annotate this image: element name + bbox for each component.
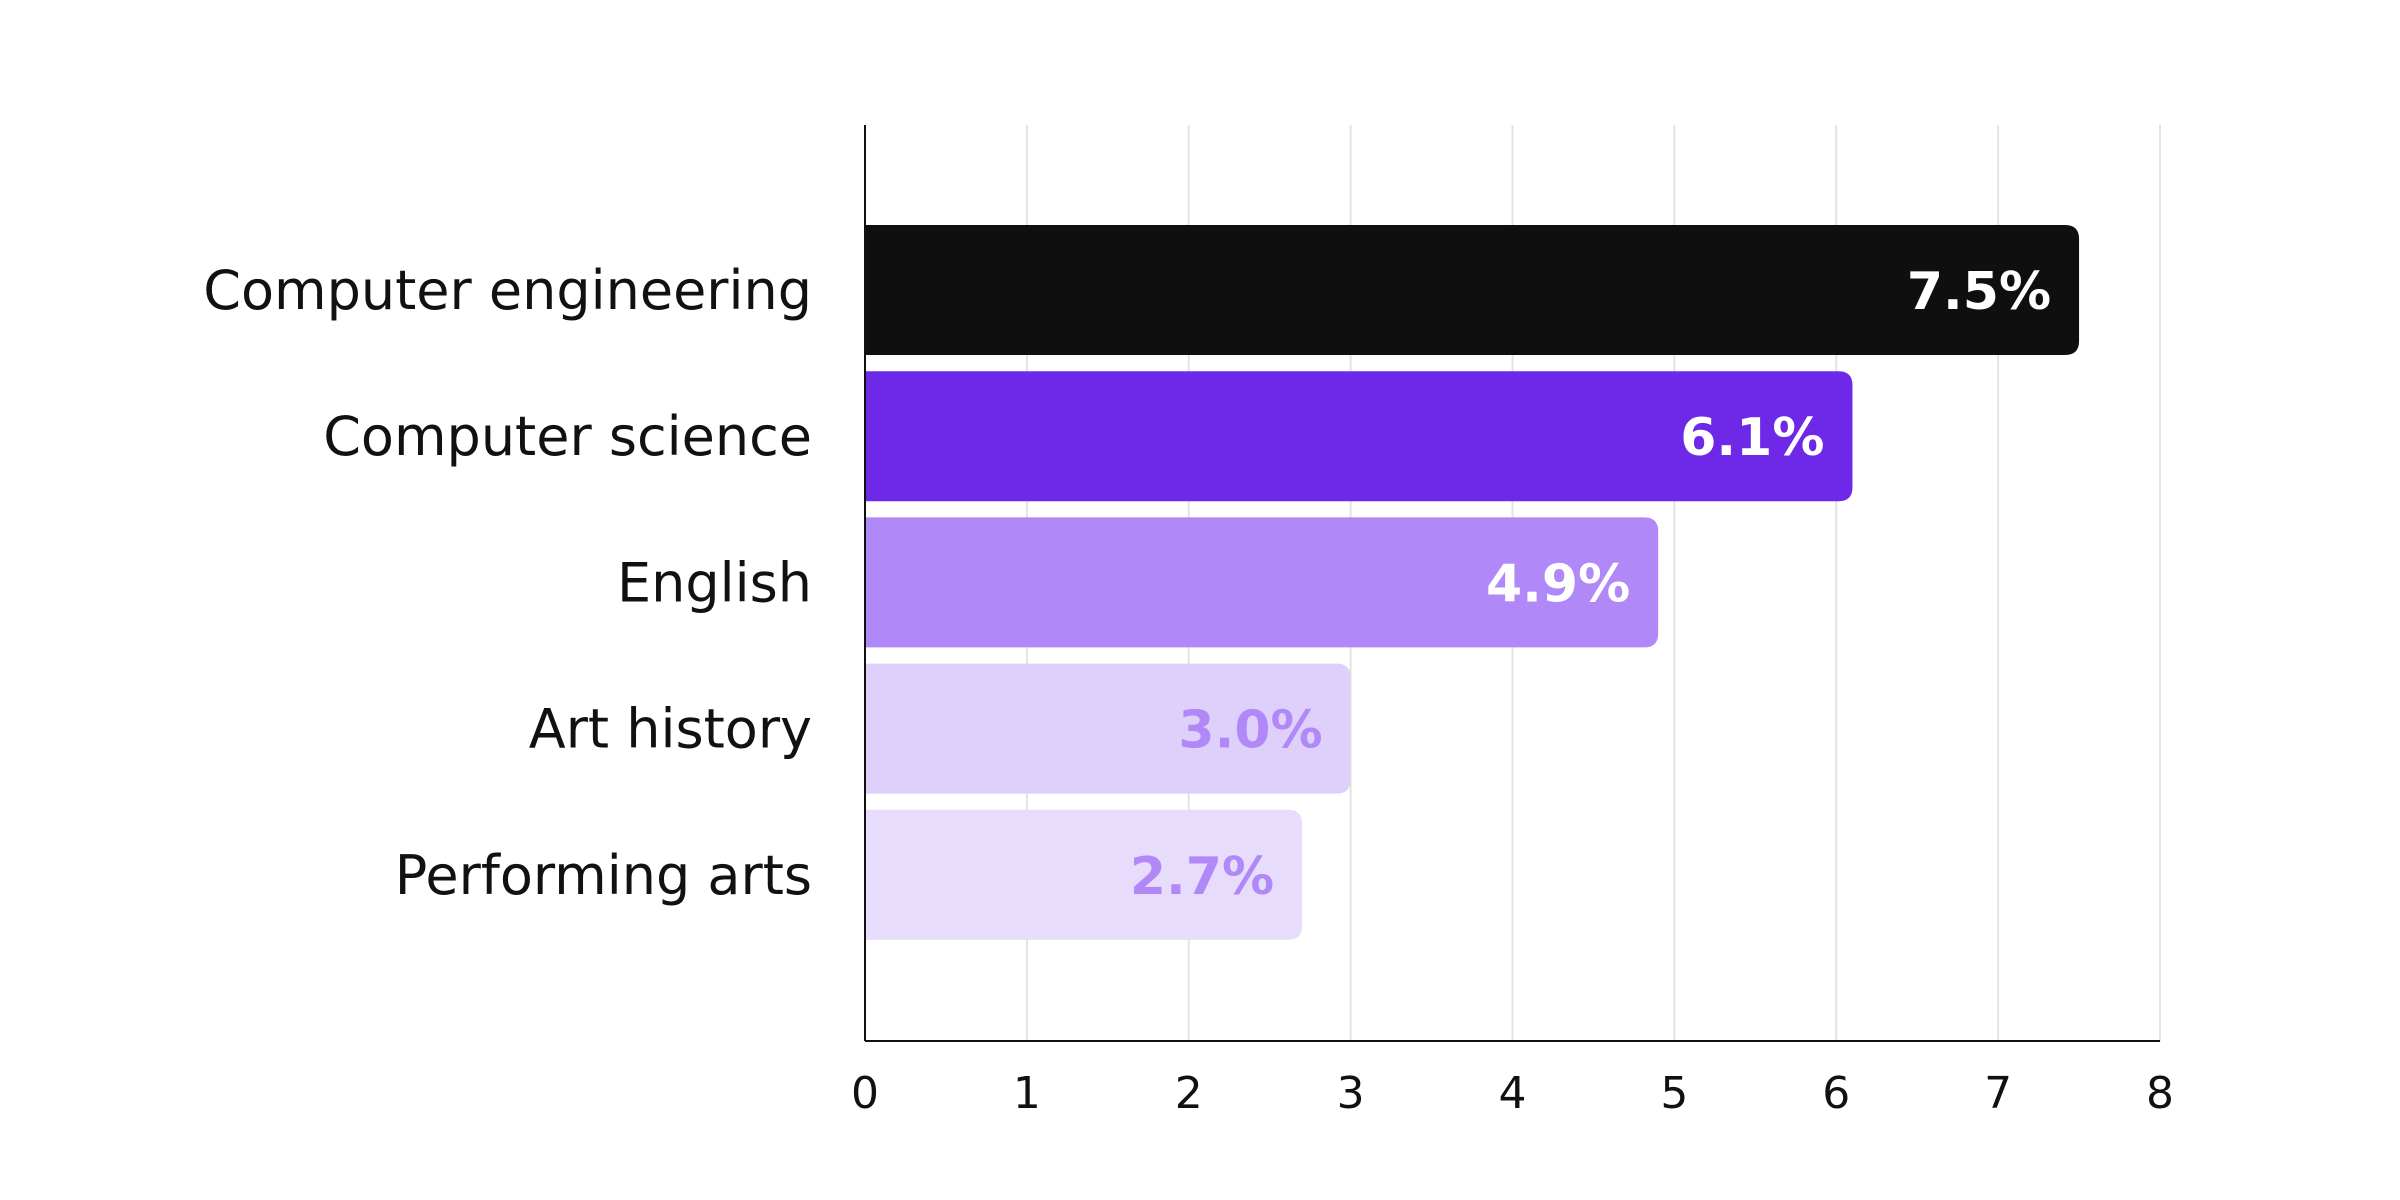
bar — [865, 809, 1303, 940]
x-tick-label: 1 — [1013, 1068, 1041, 1119]
x-tick-label: 4 — [1499, 1068, 1527, 1119]
x-tick-label: 5 — [1660, 1068, 1688, 1119]
data-label: 2.7% — [1130, 847, 1274, 907]
data-label: 3.0% — [1178, 701, 1322, 761]
category-label: English — [617, 551, 812, 614]
category-label: Computer science — [323, 405, 812, 468]
bar — [865, 225, 2080, 355]
bar — [865, 517, 1659, 648]
x-tick-label: 2 — [1175, 1068, 1203, 1119]
data-label: 6.1% — [1680, 408, 1824, 468]
x-tick-label: 7 — [1984, 1068, 2012, 1119]
data-label: 4.9% — [1486, 554, 1630, 614]
x-tick-label: 0 — [851, 1068, 879, 1119]
category-label: Computer engineering — [203, 259, 812, 322]
category-label: Art history — [529, 698, 812, 761]
x-tick-label: 6 — [1822, 1068, 1850, 1119]
data-label: 7.5% — [1907, 262, 2051, 322]
bar — [865, 663, 1351, 794]
category-label: Performing arts — [395, 844, 812, 907]
bar — [865, 371, 1853, 502]
x-tick-label: 3 — [1337, 1068, 1365, 1119]
x-tick-label: 8 — [2146, 1068, 2174, 1119]
